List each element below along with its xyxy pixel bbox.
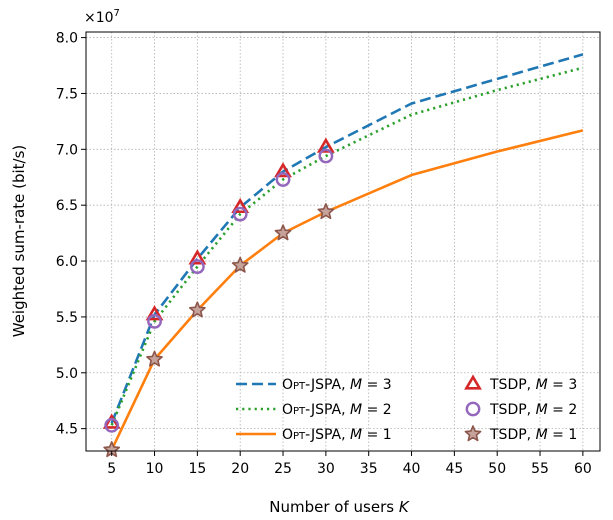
series-line-0	[110, 53, 584, 424]
data-point-triangle	[145, 305, 164, 321]
x-tick-label: 5	[107, 461, 116, 477]
legend-separator: ,	[527, 402, 536, 418]
data-point-triangle	[231, 197, 250, 214]
x-tick-label: 25	[274, 461, 292, 477]
legend-equals: =	[362, 402, 383, 418]
y-multiplier: ×107	[84, 8, 120, 26]
legend-value: 2	[568, 402, 577, 418]
x-tick-label: 50	[488, 461, 506, 477]
y-axis: 4.5 5.0 5.5 6.0 6.5 7.0 7.5 8.0	[56, 31, 86, 438]
x-tick-label: 15	[188, 461, 206, 477]
legend-separator: ,	[527, 377, 536, 393]
legend-equals: =	[362, 377, 383, 393]
x-tick-label: 20	[231, 461, 249, 477]
legend-value: 3	[568, 377, 577, 393]
legend-variable: M	[536, 402, 548, 418]
legend-value: 3	[383, 377, 392, 393]
legend-marker-circle	[465, 401, 481, 417]
legend-label: Opt-JSPA, M = 2	[282, 402, 392, 418]
x-axis-label-text: Number of users	[269, 498, 394, 516]
data-point-circle	[147, 313, 162, 329]
legend-equals: =	[548, 377, 569, 393]
data-point-star	[146, 350, 163, 367]
legend-equals: =	[362, 427, 383, 443]
data-point-triangle	[274, 162, 292, 178]
y-tick-label: 7.0	[56, 142, 78, 158]
data-point-circle	[275, 172, 291, 187]
y-multiplier-exponent: 7	[114, 8, 120, 19]
data-point-circle	[232, 206, 248, 222]
y-tick-label: 6.5	[56, 198, 78, 214]
data-point-triangle	[188, 249, 207, 265]
legend-series-name: Opt-JSPA	[282, 427, 342, 443]
y-multiplier-base: ×10	[84, 10, 114, 26]
legend-separator: ,	[341, 402, 350, 418]
data-point-star	[317, 203, 335, 220]
legend-label: Opt-JSPA, M = 3	[282, 377, 392, 393]
x-axis-label-variable: K	[399, 498, 410, 516]
legend-value: 2	[383, 402, 392, 418]
legend-variable: M	[350, 427, 362, 443]
y-tick-label: 5.5	[56, 310, 78, 326]
legend-equals: =	[548, 402, 569, 418]
x-tick-label: 35	[360, 461, 378, 477]
y-tick-label: 7.5	[56, 86, 78, 102]
y-tick-label: 6.0	[56, 254, 78, 270]
legend-variable: M	[536, 377, 548, 393]
legend-marker-star	[464, 425, 482, 442]
data-point-circle	[189, 259, 205, 275]
data-point-circle	[104, 417, 120, 433]
legend-label: TSDP, M = 1	[489, 427, 577, 443]
grid	[86, 32, 600, 451]
legend-series-name: Opt-JSPA	[282, 402, 342, 418]
legend-label: TSDP, M = 3	[489, 377, 577, 393]
x-tick-label: 10	[146, 461, 164, 477]
x-axis: 5 10 15 20 25 30 35 40 45 50 55 60	[107, 451, 592, 477]
legend-series-name: TSDP	[489, 427, 527, 443]
legend-label: TSDP, M = 2	[489, 402, 577, 418]
data-point-star	[188, 301, 206, 318]
y-tick-label: 8.0	[56, 31, 78, 47]
legend-separator: ,	[341, 377, 350, 393]
series-line-1	[110, 66, 584, 426]
data-point-star	[274, 224, 292, 241]
data-point-triangle	[102, 413, 121, 429]
legend-equals: =	[548, 427, 569, 443]
x-axis-label: Number of users K	[269, 498, 410, 516]
legend-variable: M	[350, 377, 362, 393]
legend-series-name: Opt-JSPA	[282, 377, 342, 393]
y-tick-label: 4.5	[56, 422, 78, 438]
data-point-star	[231, 256, 249, 273]
x-tick-label: 55	[531, 461, 549, 477]
data-point-triangle	[316, 137, 335, 153]
x-tick-label: 45	[445, 461, 463, 477]
legend-variable: M	[350, 402, 362, 418]
x-tick-label: 60	[574, 461, 592, 477]
y-axis-label: Weighted sum-rate (bit/s)	[10, 145, 28, 338]
legend-marker-triangle	[464, 374, 482, 390]
data-point-circle	[318, 148, 334, 164]
legend-value: 1	[568, 427, 577, 443]
legend-separator: ,	[341, 427, 350, 443]
legend-series-name: TSDP	[489, 377, 527, 393]
legend-separator: ,	[527, 427, 536, 443]
legend-series-name: TSDP	[489, 402, 527, 418]
y-tick-label: 5.0	[56, 366, 78, 382]
plot-frame	[85, 31, 601, 452]
legend-label: Opt-JSPA, M = 1	[282, 427, 392, 443]
x-tick-label: 30	[317, 461, 335, 477]
legend-variable: M	[536, 427, 548, 443]
legend-value: 1	[383, 427, 392, 443]
x-tick-label: 40	[403, 461, 421, 477]
